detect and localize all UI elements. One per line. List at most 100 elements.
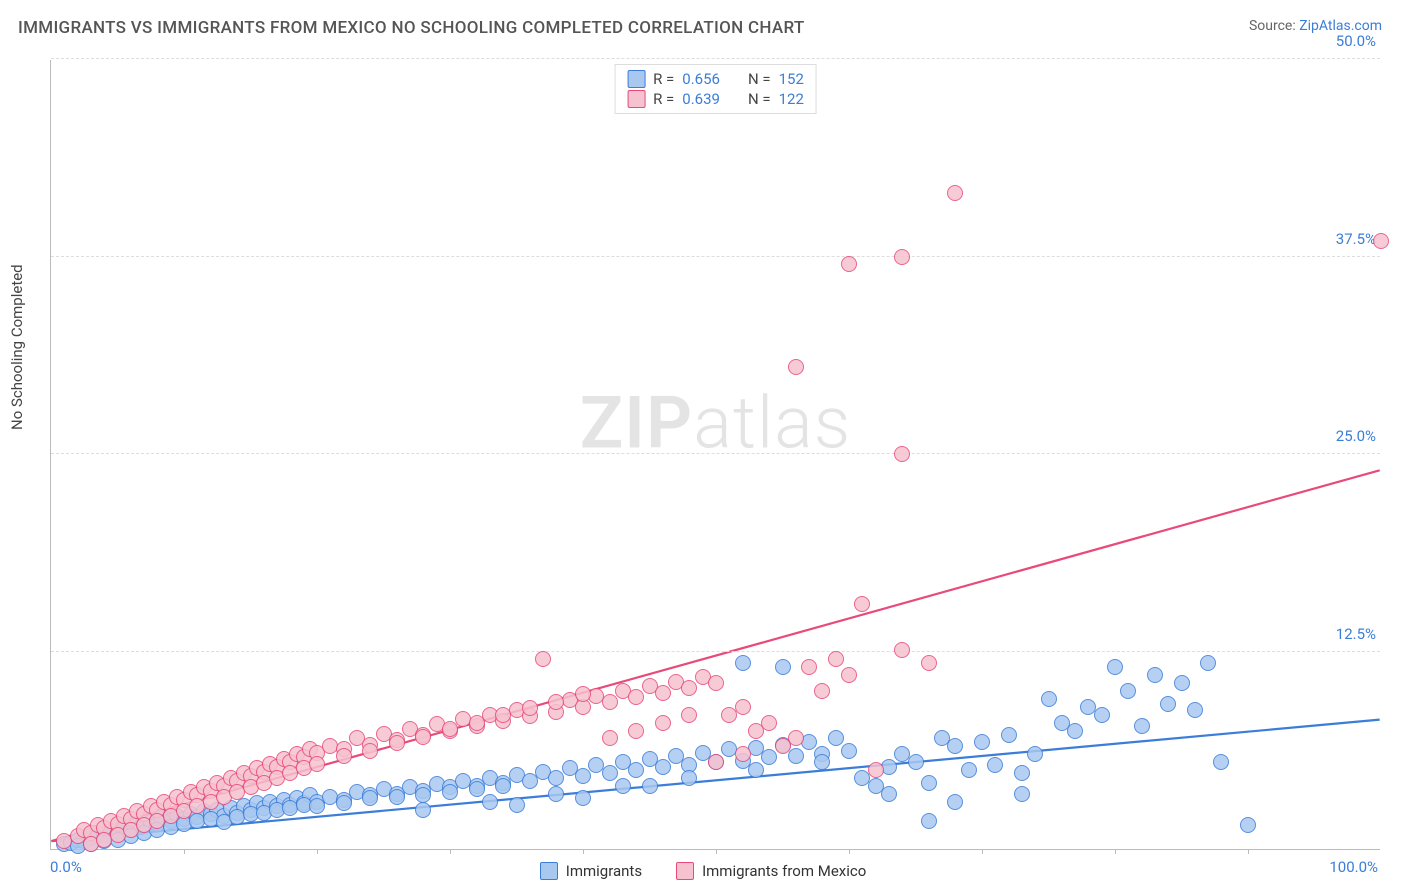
data-point-pink xyxy=(921,655,937,671)
data-point-blue xyxy=(309,798,325,814)
data-point-blue xyxy=(415,787,431,803)
data-point-pink xyxy=(575,686,591,702)
correlation-legend: R = 0.656N = 152R = 0.639N = 122 xyxy=(614,64,817,114)
grid-line xyxy=(51,651,1380,652)
grid-line xyxy=(51,58,1380,59)
data-point-pink xyxy=(894,446,910,462)
legend-label: Immigrants from Mexico xyxy=(702,862,866,880)
legend-item: Immigrants xyxy=(540,862,642,880)
chart-header: IMMIGRANTS VS IMMIGRANTS FROM MEXICO NO … xyxy=(0,0,1406,46)
x-tick-mark xyxy=(1115,849,1116,854)
data-point-blue xyxy=(495,778,511,794)
legend-swatch xyxy=(676,862,694,880)
chart-title: IMMIGRANTS VS IMMIGRANTS FROM MEXICO NO … xyxy=(18,18,805,38)
legend-swatch xyxy=(627,90,645,108)
r-value: 0.639 xyxy=(682,90,720,108)
data-point-blue xyxy=(1213,754,1229,770)
data-point-blue xyxy=(575,768,591,784)
data-point-blue xyxy=(814,754,830,770)
n-label: N = xyxy=(748,70,771,88)
data-point-blue xyxy=(336,795,352,811)
data-point-blue xyxy=(1094,707,1110,723)
legend-swatch xyxy=(627,70,645,88)
grid-line xyxy=(51,256,1380,257)
legend-label: Immigrants xyxy=(566,862,642,880)
data-point-blue xyxy=(575,790,591,806)
data-point-blue xyxy=(548,786,564,802)
data-point-pink xyxy=(735,699,751,715)
data-point-pink xyxy=(362,743,378,759)
data-point-blue xyxy=(389,789,405,805)
data-point-blue xyxy=(628,762,644,778)
data-point-pink xyxy=(309,756,325,772)
data-point-pink xyxy=(841,256,857,272)
data-point-blue xyxy=(642,778,658,794)
data-point-blue xyxy=(602,765,618,781)
data-point-pink xyxy=(469,715,485,731)
x-tick-mark xyxy=(849,849,850,854)
data-point-blue xyxy=(442,784,458,800)
trend-lines xyxy=(51,60,1380,849)
data-point-pink xyxy=(761,715,777,731)
data-point-blue xyxy=(775,659,791,675)
data-point-blue xyxy=(415,802,431,818)
data-point-blue xyxy=(748,762,764,778)
x-tick-mark xyxy=(317,849,318,854)
data-point-pink xyxy=(708,675,724,691)
data-point-blue xyxy=(735,655,751,671)
data-point-pink xyxy=(628,723,644,739)
y-tick-label: 12.5% xyxy=(1336,625,1376,643)
data-point-blue xyxy=(788,748,804,764)
data-point-blue xyxy=(482,794,498,810)
y-tick-label: 50.0% xyxy=(1336,32,1376,50)
data-point-blue xyxy=(1147,667,1163,683)
data-point-pink xyxy=(894,642,910,658)
data-point-blue xyxy=(881,786,897,802)
data-point-pink xyxy=(1373,233,1389,249)
x-tick-mark xyxy=(450,849,451,854)
data-point-blue xyxy=(828,730,844,746)
data-point-pink xyxy=(522,700,538,716)
grid-line xyxy=(51,453,1380,454)
data-point-blue xyxy=(1120,683,1136,699)
data-point-blue xyxy=(509,797,525,813)
data-point-blue xyxy=(1041,691,1057,707)
r-label: R = xyxy=(653,70,674,88)
data-point-blue xyxy=(761,749,777,765)
data-point-blue xyxy=(362,790,378,806)
y-tick-label: 37.5% xyxy=(1336,230,1376,248)
data-point-blue xyxy=(1134,718,1150,734)
data-point-blue xyxy=(1160,696,1176,712)
data-point-pink xyxy=(442,721,458,737)
y-tick-label: 25.0% xyxy=(1336,427,1376,445)
data-point-pink xyxy=(628,689,644,705)
data-point-pink xyxy=(655,715,671,731)
x-tick-mark xyxy=(184,849,185,854)
data-point-blue xyxy=(947,738,963,754)
data-point-pink xyxy=(655,685,671,701)
data-point-blue xyxy=(1240,817,1256,833)
data-point-blue xyxy=(947,794,963,810)
data-point-blue xyxy=(615,778,631,794)
data-point-pink xyxy=(788,359,804,375)
y-axis-label: No Schooling Completed xyxy=(8,264,26,430)
data-point-blue xyxy=(469,781,485,797)
data-point-blue xyxy=(655,759,671,775)
data-point-pink xyxy=(495,707,511,723)
data-point-pink xyxy=(708,754,724,770)
correlation-legend-row: R = 0.639N = 122 xyxy=(627,89,804,109)
data-point-blue xyxy=(1027,746,1043,762)
data-point-pink xyxy=(681,707,697,723)
r-label: R = xyxy=(653,90,674,108)
data-point-pink xyxy=(788,730,804,746)
data-point-pink xyxy=(336,748,352,764)
data-point-pink xyxy=(681,680,697,696)
data-point-pink xyxy=(854,596,870,612)
scatter-chart: ZIPatlas R = 0.656N = 152R = 0.639N = 12… xyxy=(50,60,1380,850)
data-point-blue xyxy=(921,813,937,829)
n-value: 152 xyxy=(779,70,804,88)
data-point-pink xyxy=(814,683,830,699)
data-point-blue xyxy=(974,734,990,750)
legend-swatch xyxy=(540,862,558,880)
data-point-pink xyxy=(868,762,884,778)
